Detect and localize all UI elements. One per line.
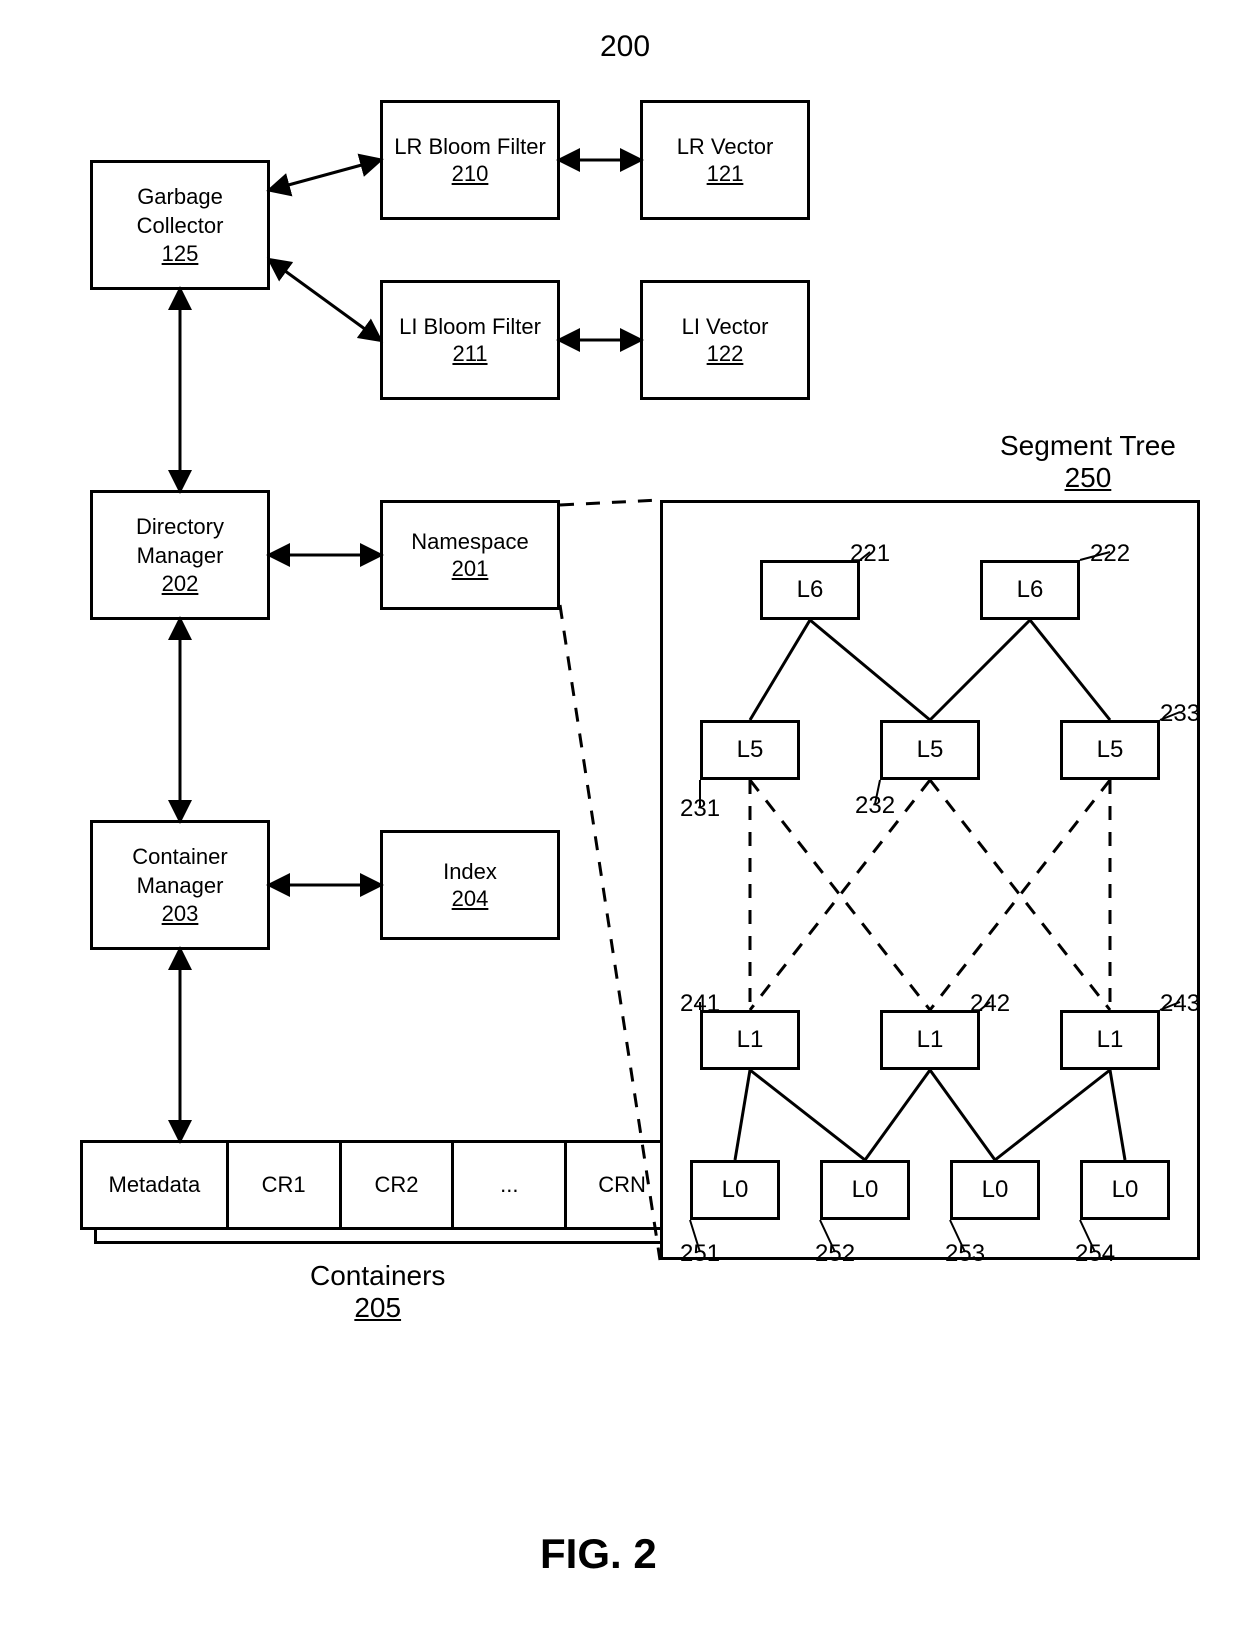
index-ref: 204 — [452, 886, 489, 912]
namespace-box: Namespace 201 — [380, 500, 560, 610]
container-manager-label: Container Manager — [93, 843, 267, 900]
segment-tree-frame — [660, 500, 1200, 1260]
directory-manager-box: Directory Manager 202 — [90, 490, 270, 620]
figure-label: FIG. 2 — [540, 1530, 657, 1578]
tree-node-233: L5 — [1060, 720, 1160, 780]
lr-vector-ref: 121 — [707, 161, 744, 187]
li-bloom-ref: 211 — [452, 341, 487, 367]
tree-node-232: L5 — [880, 720, 980, 780]
containers-cell-3: ... — [454, 1143, 567, 1227]
tree-ref-231: 231 — [680, 795, 720, 823]
tree-ref-232: 232 — [855, 792, 895, 820]
tree-node-253: L0 — [950, 1160, 1040, 1220]
tree-ref-252: 252 — [815, 1240, 855, 1268]
tree-node-251: L0 — [690, 1160, 780, 1220]
containers-ref: 205 — [354, 1292, 401, 1323]
lr-bloom-label: LR Bloom Filter — [394, 133, 546, 162]
tree-ref-233: 233 — [1160, 700, 1200, 728]
directory-manager-label: Directory Manager — [93, 513, 267, 570]
containers-cell-2: CR2 — [342, 1143, 455, 1227]
tree-node-222: L6 — [980, 560, 1080, 620]
index-label: Index — [443, 858, 497, 887]
garbage-collector-box: Garbage Collector 125 — [90, 160, 270, 290]
lr-bloom-ref: 210 — [452, 161, 489, 187]
tree-ref-253: 253 — [945, 1240, 985, 1268]
tree-ref-254: 254 — [1075, 1240, 1115, 1268]
li-vector-label: LI Vector — [682, 313, 769, 342]
tree-node-221: L6 — [760, 560, 860, 620]
containers-box: Metadata CR1 CR2 ... CRN — [80, 1140, 680, 1230]
containers-label: Containers — [310, 1260, 445, 1291]
containers-cell-1: CR1 — [229, 1143, 342, 1227]
li-bloom-label: LI Bloom Filter — [399, 313, 541, 342]
containers-cell-0: Metadata — [83, 1143, 229, 1227]
lr-vector-box: LR Vector 121 — [640, 100, 810, 220]
overall-ref: 200 — [600, 30, 650, 64]
segment-tree-ref: 250 — [1065, 462, 1112, 493]
tree-ref-241: 241 — [680, 990, 720, 1018]
containers-title: Containers 205 — [310, 1260, 445, 1324]
tree-ref-243: 243 — [1160, 990, 1200, 1018]
directory-manager-ref: 202 — [162, 571, 199, 597]
tree-node-252: L0 — [820, 1160, 910, 1220]
index-box: Index 204 — [380, 830, 560, 940]
segment-tree-label: Segment Tree — [1000, 430, 1176, 461]
container-manager-box: Container Manager 203 — [90, 820, 270, 950]
tree-ref-251: 251 — [680, 1240, 720, 1268]
namespace-ref: 201 — [452, 556, 489, 582]
tree-ref-222: 222 — [1090, 540, 1130, 568]
tree-node-242: L1 — [880, 1010, 980, 1070]
namespace-label: Namespace — [411, 528, 528, 557]
li-bloom-box: LI Bloom Filter 211 — [380, 280, 560, 400]
tree-node-254: L0 — [1080, 1160, 1170, 1220]
garbage-collector-ref: 125 — [162, 241, 199, 267]
container-manager-ref: 203 — [162, 901, 199, 927]
tree-ref-242: 242 — [970, 990, 1010, 1018]
lr-bloom-box: LR Bloom Filter 210 — [380, 100, 560, 220]
segment-tree-title: Segment Tree 250 — [1000, 430, 1176, 494]
tree-node-243: L1 — [1060, 1010, 1160, 1070]
lr-vector-label: LR Vector — [677, 133, 774, 162]
li-vector-box: LI Vector 122 — [640, 280, 810, 400]
tree-ref-221: 221 — [850, 540, 890, 568]
garbage-collector-label: Garbage Collector — [93, 183, 267, 240]
tree-node-231: L5 — [700, 720, 800, 780]
tree-node-241: L1 — [700, 1010, 800, 1070]
li-vector-ref: 122 — [707, 341, 744, 367]
